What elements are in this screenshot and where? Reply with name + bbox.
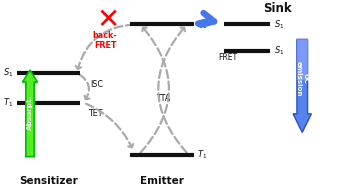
Text: UC
emission: UC emission [296,61,309,96]
Text: TTA: TTA [156,94,171,103]
FancyArrowPatch shape [79,74,89,99]
Text: Absorpt.: Absorpt. [27,94,33,130]
Text: TET: TET [89,109,103,118]
Text: $S_1$: $S_1$ [274,18,284,31]
Text: Emitter: Emitter [140,176,184,186]
Text: $T_1$: $T_1$ [197,149,207,161]
FancyArrowPatch shape [86,104,133,147]
Text: $S_1$: $S_1$ [274,44,284,57]
Text: back-
FRET: back- FRET [93,31,118,50]
Text: $T_1$: $T_1$ [3,96,13,109]
FancyArrow shape [23,70,38,157]
FancyArrow shape [293,39,311,132]
Text: ISC: ISC [90,80,103,88]
FancyArrowPatch shape [158,28,187,153]
Text: Sensitizer: Sensitizer [19,176,78,186]
Text: $S_1$: $S_1$ [3,67,13,79]
Text: $S_1$: $S_1$ [197,18,208,31]
Text: Sink: Sink [263,2,291,15]
FancyArrowPatch shape [140,28,169,153]
Text: FRET: FRET [219,53,238,62]
FancyArrow shape [297,39,308,80]
FancyArrowPatch shape [76,25,134,69]
Text: ✕: ✕ [97,6,120,34]
